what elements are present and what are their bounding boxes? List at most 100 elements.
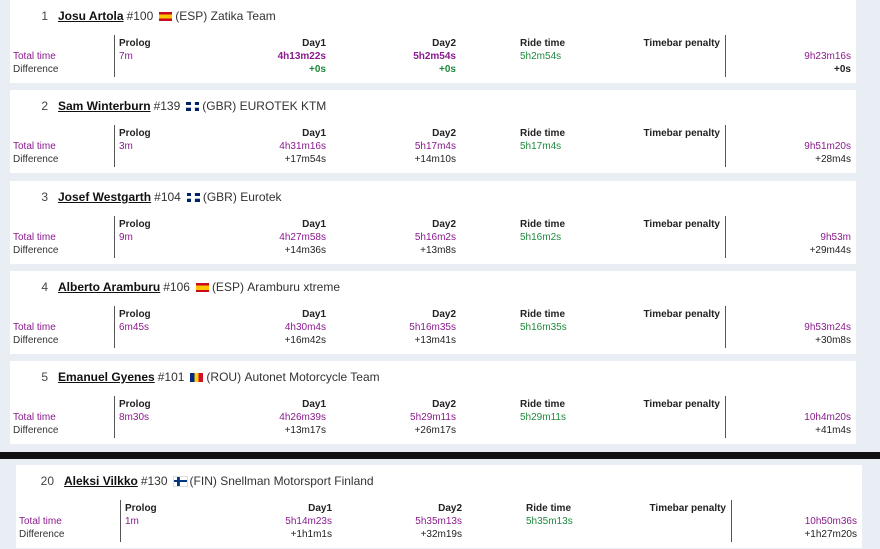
day1-difference: +0s — [309, 64, 326, 75]
rider-name-link[interactable]: Aleksi Vilkko — [64, 474, 138, 488]
difference-label: Difference — [19, 529, 65, 540]
es-flag-icon — [195, 282, 209, 292]
result-card: 1 Josu Artola #100 (ESP) Zatika Team Tot… — [10, 0, 856, 83]
total-time: 9h51m20s — [804, 141, 851, 152]
prolog-header: Prolog — [119, 38, 151, 49]
rider-team: Snellman Motorsport Finland — [220, 474, 374, 488]
total-difference: +29m44s — [809, 245, 851, 256]
prolog-time: 7m — [119, 51, 133, 62]
rider-country: (FIN) — [189, 474, 217, 488]
result-grid: Total time Difference Prolog 7m Day1 4h1… — [10, 35, 856, 77]
rider-name-link[interactable]: Josef Westgarth — [58, 190, 152, 204]
rider-number: #104 — [154, 190, 181, 204]
day2-time: 5h2m54s — [413, 51, 456, 62]
day1-time: 5h14m23s — [285, 516, 332, 527]
rider-header: 5 Emanuel Gyenes #101 (ROU) Autonet Moto… — [10, 369, 380, 385]
total-time: 10h4m20s — [804, 412, 851, 423]
rider-rank: 20 — [40, 474, 54, 488]
column-divider — [725, 396, 726, 438]
day1-header: Day1 — [302, 309, 326, 320]
result-card: 2 Sam Winterburn #139 (GBR) EUROTEK KTM … — [10, 90, 856, 173]
day2-difference: +14m10s — [414, 154, 456, 165]
day2-difference: +32m19s — [420, 529, 462, 540]
day2-time: 5h16m2s — [414, 232, 456, 243]
day2-header: Day2 — [432, 128, 456, 139]
day1-header: Day1 — [308, 503, 332, 514]
result-card: 5 Emanuel Gyenes #101 (ROU) Autonet Moto… — [10, 361, 856, 444]
section-divider — [0, 452, 880, 459]
column-divider — [114, 216, 115, 258]
timebar-penalty-header: Timebar penalty — [649, 503, 726, 514]
day1-time: 4h13m22s — [277, 51, 326, 62]
day2-time: 5h17m4s — [414, 141, 456, 152]
rider-team: Eurotek — [240, 190, 282, 204]
rider-name-link[interactable]: Emanuel Gyenes — [58, 370, 155, 384]
rider-header: 4 Alberto Aramburu #106 (ESP) Aramburu x… — [10, 279, 340, 295]
day1-difference: +17m54s — [284, 154, 326, 165]
rider-team: Autonet Motorcycle Team — [244, 370, 380, 384]
day2-time: 5h29m11s — [410, 412, 456, 423]
prolog-time: 1m — [125, 516, 139, 527]
rider-country: (ROU) — [206, 370, 242, 384]
column-divider — [725, 306, 726, 348]
result-grid: Total time Difference Prolog 1m Day1 5h1… — [16, 500, 862, 542]
ride-time-header: Ride time — [520, 309, 566, 320]
rider-header: 3 Josef Westgarth #104 (GBR) Eurotek — [10, 189, 282, 205]
difference-label: Difference — [13, 245, 59, 256]
rider-team: Aramburu xtreme — [247, 280, 340, 294]
total-difference: +1h27m20s — [804, 529, 857, 540]
rider-name-link[interactable]: Alberto Aramburu — [58, 280, 161, 294]
result-grid: Total time Difference Prolog 9m Day1 4h2… — [10, 216, 856, 258]
gb-flag-icon — [186, 101, 200, 111]
day2-time: 5h16m35s — [409, 322, 456, 333]
day1-difference: +1h1m1s — [290, 529, 332, 540]
total-time-label: Total time — [19, 516, 62, 527]
result-card: 3 Josef Westgarth #104 (GBR) Eurotek Tot… — [10, 181, 856, 264]
column-divider — [725, 35, 726, 77]
day1-header: Day1 — [302, 128, 326, 139]
timebar-penalty-header: Timebar penalty — [643, 309, 720, 320]
timebar-penalty-header: Timebar penalty — [643, 128, 720, 139]
result-grid: Total time Difference Prolog 6m45s Day1 … — [10, 306, 856, 348]
ride-time-header: Ride time — [520, 38, 566, 49]
column-divider — [120, 500, 121, 542]
day2-header: Day2 — [432, 399, 456, 410]
total-difference: +0s — [834, 64, 851, 75]
rider-team: EUROTEK KTM — [239, 99, 327, 113]
prolog-header: Prolog — [119, 219, 151, 230]
result-grid: Total time Difference Prolog 8m30s Day1 … — [10, 396, 856, 438]
rider-rank: 3 — [41, 190, 48, 204]
rider-rank: 1 — [41, 9, 48, 23]
fi-flag-icon — [172, 475, 188, 487]
rider-team: Zatika Team — [210, 9, 276, 23]
total-time: 10h50m36s — [804, 516, 857, 527]
rider-name-link[interactable]: Sam Winterburn — [58, 99, 151, 113]
ro-flag-icon — [190, 372, 204, 382]
rider-header: 20 Aleksi Vilkko #130 (FIN) Snellman Mot… — [16, 473, 374, 489]
result-card: 20 Aleksi Vilkko #130 (FIN) Snellman Mot… — [16, 465, 862, 548]
day2-difference: +26m17s — [414, 425, 456, 436]
total-time: 9h53m24s — [804, 322, 851, 333]
day1-time: 4h30m4s — [284, 322, 326, 333]
difference-label: Difference — [13, 335, 59, 346]
difference-label: Difference — [13, 425, 59, 436]
rider-number: #130 — [140, 474, 168, 488]
total-time-label: Total time — [13, 141, 56, 152]
gb-flag-icon — [186, 192, 200, 202]
rider-name-link[interactable]: Josu Artola — [58, 9, 124, 23]
rider-number: #100 — [126, 9, 154, 23]
column-divider — [114, 396, 115, 438]
day1-header: Day1 — [302, 38, 326, 49]
prolog-time: 3m — [119, 141, 133, 152]
ride-time-header: Ride time — [520, 399, 566, 410]
timebar-penalty-header: Timebar penalty — [643, 38, 720, 49]
rider-rank: 5 — [41, 370, 48, 384]
day1-difference: +16m42s — [284, 335, 326, 346]
total-time: 9h23m16s — [804, 51, 851, 62]
prolog-header: Prolog — [119, 309, 151, 320]
result-grid: Total time Difference Prolog 3m Day1 4h3… — [10, 125, 856, 167]
total-time-label: Total time — [13, 51, 56, 62]
timebar-penalty-header: Timebar penalty — [643, 219, 720, 230]
ride-time-header: Ride time — [520, 219, 566, 230]
total-difference: +41m4s — [815, 425, 851, 436]
